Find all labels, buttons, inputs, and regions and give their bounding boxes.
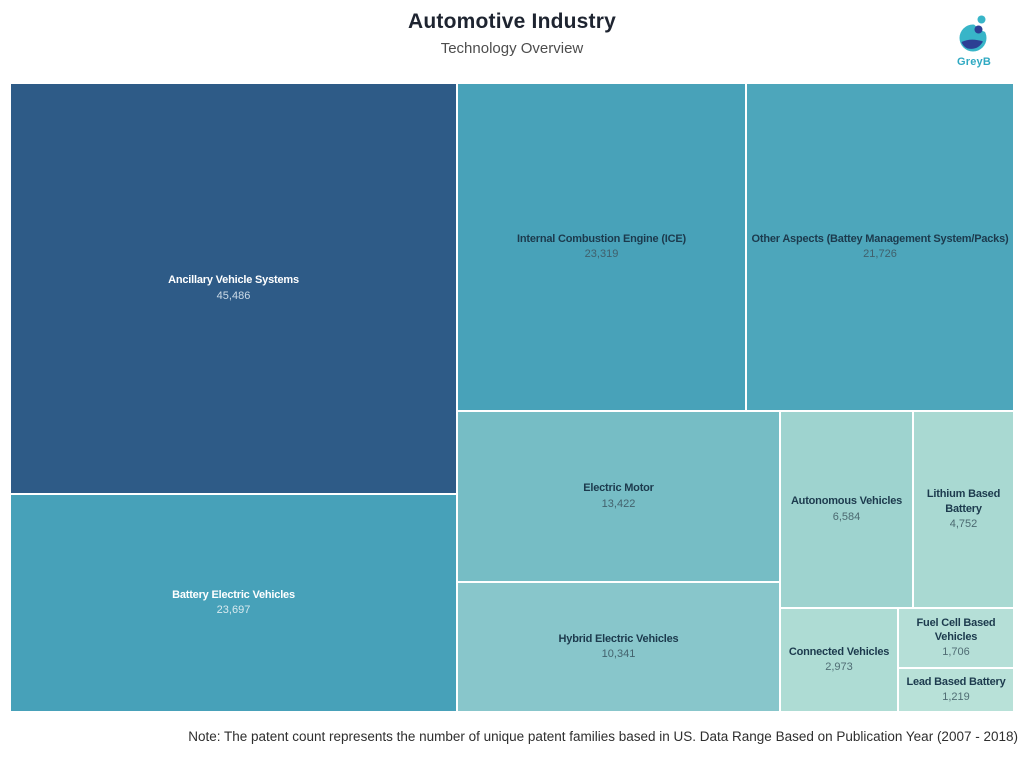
treemap-cell-lead-based-battery[interactable]: Lead Based Battery 1,219: [898, 668, 1014, 712]
treemap-cell-ancillary-vehicle-systems[interactable]: Ancillary Vehicle Systems 45,486: [10, 83, 457, 494]
greyb-logo-text: GreyB: [956, 56, 992, 68]
treemap-cell-label: Electric Motor: [583, 482, 654, 495]
treemap-cell-value: 45,486: [216, 289, 251, 302]
footer-note: Note: The patent count represents the nu…: [188, 729, 1018, 744]
treemap-cell-battery-electric-vehicles[interactable]: Battery Electric Vehicles 23,697: [10, 494, 457, 712]
treemap: Ancillary Vehicle Systems 45,486 Battery E…: [10, 83, 1014, 712]
treemap-cell-internal-combustion-engine-ice[interactable]: Internal Combustion Engine (ICE) 23,319: [457, 83, 746, 411]
treemap-cell-label: Hybrid Electric Vehicles: [558, 632, 679, 645]
treemap-cell-value: 10,341: [601, 648, 636, 661]
treemap-cell-autonomous-vehicles[interactable]: Autonomous Vehicles 6,584: [780, 411, 913, 608]
treemap-cell-label: Connected Vehicles: [788, 645, 890, 658]
treemap-cell-electric-motor[interactable]: Electric Motor 13,422: [457, 411, 780, 582]
page-title: Automotive Industry: [408, 10, 616, 33]
treemap-cell-label: Fuel Cell Based Vehicles: [916, 616, 996, 644]
greyb-bird-icon: [950, 12, 998, 56]
treemap-cell-hybrid-electric-vehicles[interactable]: Hybrid Electric Vehicles 10,341: [457, 582, 780, 712]
treemap-cell-label: Battery Electric Vehicles: [172, 588, 295, 601]
treemap-cell-label: Lead Based Battery: [906, 675, 1006, 688]
treemap-cell-value: 23,319: [584, 248, 619, 261]
treemap-cell-label: Internal Combustion Engine (ICE): [517, 232, 686, 245]
treemap-cell-other-aspects-battey-management-system-packs[interactable]: Other Aspects (Battey Management System/…: [746, 83, 1014, 411]
treemap-cell-connected-vehicles[interactable]: Connected Vehicles 2,973: [780, 608, 898, 712]
page-subtitle: Technology Overview: [440, 40, 584, 57]
treemap-cell-label: Autonomous Vehicles: [790, 495, 903, 508]
treemap-cell-label: Ancillary Vehicle Systems: [168, 274, 299, 287]
treemap-cell-value: 2,973: [825, 661, 853, 674]
treemap-cell-value: 1,706: [942, 646, 970, 659]
greyb-logo: GreyB: [950, 12, 998, 68]
treemap-cell-value: 23,697: [216, 604, 251, 617]
chart-header: Automotive Industry Technology Overview: [0, 10, 1024, 57]
treemap-cell-value: 4,752: [949, 517, 978, 530]
treemap-cell-value: 21,726: [863, 248, 897, 261]
treemap-cell-value: 13,422: [601, 497, 636, 510]
treemap-cell-value: 6,584: [832, 510, 861, 523]
treemap-cell-value: 1,219: [942, 691, 970, 704]
treemap-cell-label: Other Aspects (Battey Management System/…: [751, 232, 1009, 245]
treemap-cell-label: Lithium Based Battery: [926, 488, 1001, 515]
treemap-cell-lithium-based-battery[interactable]: Lithium Based Battery 4,752: [913, 411, 1014, 608]
treemap-cell-fuel-cell-based-vehicles[interactable]: Fuel Cell Based Vehicles 1,706: [898, 608, 1014, 668]
